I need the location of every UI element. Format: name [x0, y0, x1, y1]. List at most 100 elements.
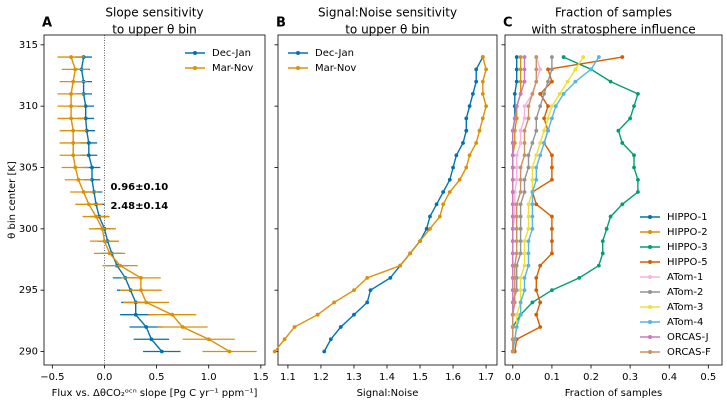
data-point — [144, 325, 149, 329]
x-tick-label: 1.6 — [445, 372, 461, 383]
data-point — [512, 288, 517, 293]
legend-label: ORCAS-F — [667, 347, 711, 358]
data-point — [484, 67, 488, 72]
data-point — [328, 337, 333, 342]
data-point — [512, 263, 517, 268]
data-point — [522, 67, 527, 72]
data-point — [514, 67, 519, 72]
data-point — [514, 165, 519, 170]
data-point — [538, 153, 543, 158]
data-point — [534, 202, 539, 207]
data-point — [510, 239, 515, 243]
data-point — [550, 67, 554, 72]
data-point — [451, 165, 455, 170]
data-point — [352, 312, 356, 317]
data-point — [518, 177, 523, 182]
legend-label: HIPPO-2 — [667, 227, 708, 238]
data-point — [538, 67, 543, 72]
data-point — [522, 251, 527, 256]
data-point — [522, 263, 527, 268]
data-point — [542, 116, 546, 121]
data-point — [332, 300, 337, 305]
data-point — [470, 91, 475, 96]
data-point — [530, 202, 535, 207]
data-point — [522, 239, 527, 243]
data-point — [477, 128, 482, 133]
data-point — [530, 177, 535, 182]
data-point — [81, 190, 86, 194]
data-point — [512, 91, 517, 96]
data-point — [526, 116, 531, 121]
data-point — [534, 165, 539, 170]
data-point — [282, 337, 287, 342]
data-point — [620, 55, 625, 59]
data-point — [484, 104, 488, 109]
data-point — [474, 79, 479, 84]
x-tick-label: 0.3 — [622, 372, 638, 383]
series-line — [512, 56, 584, 352]
data-point — [522, 190, 527, 194]
data-point — [526, 165, 531, 170]
data-point — [518, 226, 523, 231]
data-point — [518, 128, 523, 133]
data-point — [454, 153, 459, 158]
x-tick-label: 1.5 — [412, 372, 428, 383]
y-tick-label: 315 — [19, 40, 38, 51]
data-point — [480, 55, 485, 59]
data-point — [550, 214, 554, 219]
data-point — [159, 349, 164, 354]
data-point — [546, 104, 550, 109]
plot-frame — [504, 34, 723, 366]
data-point — [139, 288, 143, 293]
data-point — [144, 300, 149, 305]
data-point — [550, 251, 554, 256]
data-point — [546, 116, 550, 121]
data-point — [510, 165, 515, 170]
data-point — [149, 337, 154, 342]
data-point — [589, 67, 593, 72]
data-point — [534, 177, 539, 182]
x-tick-label: 1.0 — [201, 372, 217, 383]
data-point — [534, 116, 539, 121]
data-point — [514, 79, 519, 84]
legend-marker — [648, 335, 652, 339]
data-point — [518, 79, 523, 84]
legend-marker — [648, 230, 652, 234]
data-point — [118, 263, 122, 268]
legend-marker — [648, 260, 652, 264]
data-point — [526, 251, 531, 256]
data-point — [227, 349, 232, 354]
data-point — [534, 67, 539, 72]
legend-label: Mar-Nov — [315, 63, 356, 74]
data-point — [550, 165, 554, 170]
data-point — [522, 116, 527, 121]
data-point — [518, 202, 523, 207]
data-point — [526, 239, 531, 243]
data-point — [83, 104, 88, 109]
data-point — [71, 79, 76, 84]
data-point — [365, 300, 370, 305]
data-point — [534, 153, 539, 158]
legend-marker — [296, 66, 300, 70]
y-tick-label: 300 — [19, 224, 38, 235]
data-point — [69, 91, 74, 96]
data-point — [510, 325, 515, 329]
data-point — [76, 177, 81, 182]
data-point — [546, 128, 550, 133]
data-point — [512, 300, 517, 305]
data-point — [550, 116, 554, 121]
data-point — [604, 226, 609, 231]
data-point — [526, 202, 531, 207]
data-point — [428, 226, 432, 231]
data-point — [315, 312, 320, 317]
legend-marker — [648, 290, 652, 294]
data-point — [428, 214, 432, 219]
data-point — [510, 312, 515, 317]
data-point — [526, 214, 531, 219]
data-point — [550, 55, 554, 59]
annotation: 2.48±0.14 — [110, 201, 168, 212]
data-point — [86, 153, 91, 158]
data-point — [510, 128, 515, 133]
data-point — [474, 67, 479, 72]
data-point — [86, 202, 91, 207]
